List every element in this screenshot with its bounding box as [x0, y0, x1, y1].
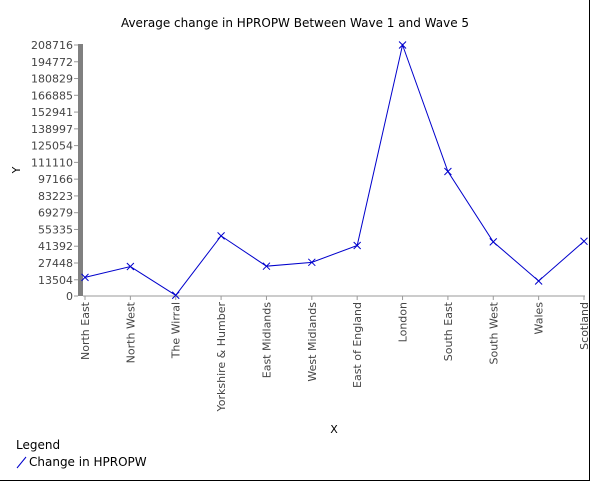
y-tick-label: 55335	[38, 223, 73, 236]
legend-entry-label: Change in HPROPW	[29, 455, 147, 469]
chart-title: Average change in HPROPW Between Wave 1 …	[121, 16, 469, 30]
y-tick-label: 69279	[38, 207, 73, 220]
x-tick-label: South East	[442, 301, 455, 361]
x-tick-label: Scotland	[578, 302, 591, 350]
data-point-marker	[489, 238, 498, 246]
x-tick-label: South West	[487, 301, 500, 364]
legend-line-swatch	[16, 456, 27, 469]
y-tick-label: 125054	[31, 140, 73, 153]
series-layer	[81, 41, 588, 300]
data-point-marker	[534, 277, 543, 285]
data-point-marker	[171, 291, 180, 300]
x-tick-label: London	[397, 302, 410, 342]
legend-title: Legend	[16, 438, 61, 452]
x-tick-label: North West	[124, 301, 137, 363]
x-tick-labels: North East North West The Wirral Yorkshire …	[79, 296, 591, 413]
y-tick-label: 180829	[31, 73, 73, 86]
y-tick-label: 208716	[31, 39, 73, 52]
y-tick-label: 138997	[31, 123, 73, 136]
y-tick-label: 194772	[31, 56, 73, 69]
y-tick-label: 27448	[38, 257, 73, 270]
x-tick-label: The Wirral	[170, 302, 183, 359]
y-tick-label: 97166	[38, 173, 73, 186]
y-axis-label: Y	[10, 166, 23, 174]
x-tick-label: Yorkshire & Humber	[215, 302, 228, 413]
data-point-marker	[353, 241, 362, 250]
y-tick-label: 152941	[31, 106, 73, 119]
data-point-marker	[580, 237, 588, 246]
y-tick-label: 83223	[38, 190, 73, 203]
x-tick-label: North East	[79, 301, 92, 360]
data-point-marker	[307, 258, 316, 267]
data-point-marker	[398, 41, 407, 49]
data-point-marker	[81, 273, 89, 282]
data-point-marker	[444, 167, 452, 176]
y-tick-label: 166885	[31, 89, 73, 102]
y-tick-label: 0	[66, 290, 73, 303]
data-point-marker	[126, 262, 135, 271]
x-tick-label: East Midlands	[260, 302, 273, 379]
data-point-marker	[217, 232, 225, 240]
data-point-marker	[262, 262, 271, 271]
y-tick-labels: 0 13504 27448 41392 55335 69279 83223 97166 1111…	[31, 39, 78, 303]
y-tick-label: 41392	[38, 240, 73, 253]
x-tick-label: Wales	[533, 302, 546, 335]
y-tick-label: 13504	[38, 274, 73, 287]
x-tick-label: East of England	[351, 302, 364, 388]
x-tick-label: West Midlands	[306, 302, 319, 382]
y-axis-bar	[78, 44, 83, 296]
series-line	[84, 43, 585, 296]
y-tick-label: 111110	[31, 156, 73, 169]
x-axis-label: X	[330, 423, 338, 436]
legend-entry: Change in HPROPW	[16, 455, 147, 469]
legend: Legend Change in HPROPW	[16, 438, 147, 469]
